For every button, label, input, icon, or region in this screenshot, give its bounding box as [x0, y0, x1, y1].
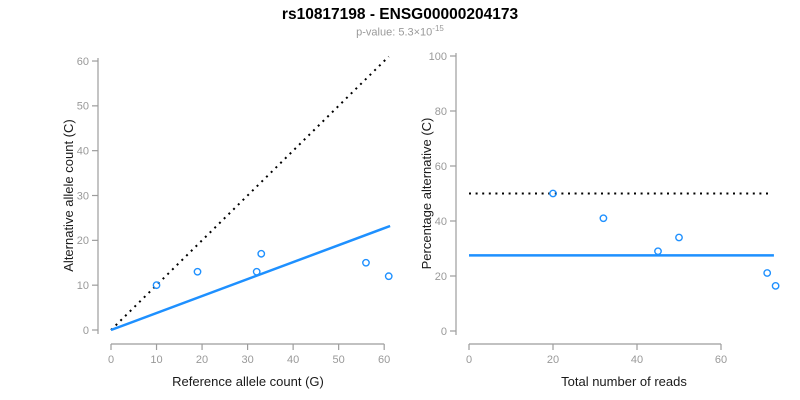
data-point — [257, 249, 266, 258]
y-axis-title: Alternative allele count (C) — [61, 119, 76, 271]
x-tick-label: 20 — [196, 354, 208, 366]
x-axis-title: Reference allele count (G) — [172, 374, 324, 389]
y-tick-label: 40 — [435, 216, 447, 228]
x-tick-label: 0 — [466, 354, 472, 366]
data-point — [193, 267, 202, 276]
data-point — [599, 214, 608, 223]
y-tick-label: 0 — [83, 325, 89, 337]
y-tick-label: 0 — [441, 326, 447, 338]
y-tick-label: 20 — [77, 235, 89, 247]
data-point — [675, 233, 683, 242]
x-tick-label: 40 — [631, 354, 643, 366]
data-point — [654, 247, 662, 256]
p-value-text: p-value: 5.3×10 — [356, 26, 433, 39]
regression-line — [110, 224, 391, 332]
x-tick-label: 50 — [333, 354, 345, 366]
y-axis-title: Percentage alternative (C) — [419, 118, 434, 270]
x-tick-label: 20 — [547, 354, 559, 366]
y-tick-label: 100 — [429, 51, 447, 63]
data-point — [252, 267, 261, 276]
x-tick-label: 0 — [108, 354, 114, 366]
y-tick-label: 10 — [77, 280, 89, 292]
x-tick-label: 60 — [715, 354, 727, 366]
x-tick-label: 10 — [150, 354, 162, 366]
x-tick-label: 60 — [378, 354, 390, 366]
y-tick-label: 30 — [77, 190, 89, 202]
x-axis-title: Total number of reads — [561, 374, 687, 389]
x-tick-label: 40 — [287, 354, 299, 366]
figure-subtitle: p-value: 5.3×10-15 — [0, 24, 800, 39]
y-tick-label: 20 — [435, 271, 447, 283]
data-point — [384, 272, 393, 281]
x-tick-label: 30 — [241, 354, 253, 366]
data-point — [362, 258, 370, 267]
figure-title: rs10817198 - ENSG00000204173 — [281, 6, 519, 23]
y-tick-label: 60 — [77, 56, 89, 68]
y-tick-label: 40 — [77, 145, 89, 157]
y-tick-label: 80 — [435, 106, 447, 118]
data-point — [152, 281, 161, 290]
y-tick-label: 50 — [77, 101, 89, 113]
data-point — [549, 189, 557, 198]
data-point — [763, 269, 772, 277]
identity-line — [110, 55, 390, 331]
y-tick-label: 60 — [435, 161, 447, 173]
p-value-exponent: -15 — [432, 24, 444, 33]
data-point — [771, 281, 780, 290]
